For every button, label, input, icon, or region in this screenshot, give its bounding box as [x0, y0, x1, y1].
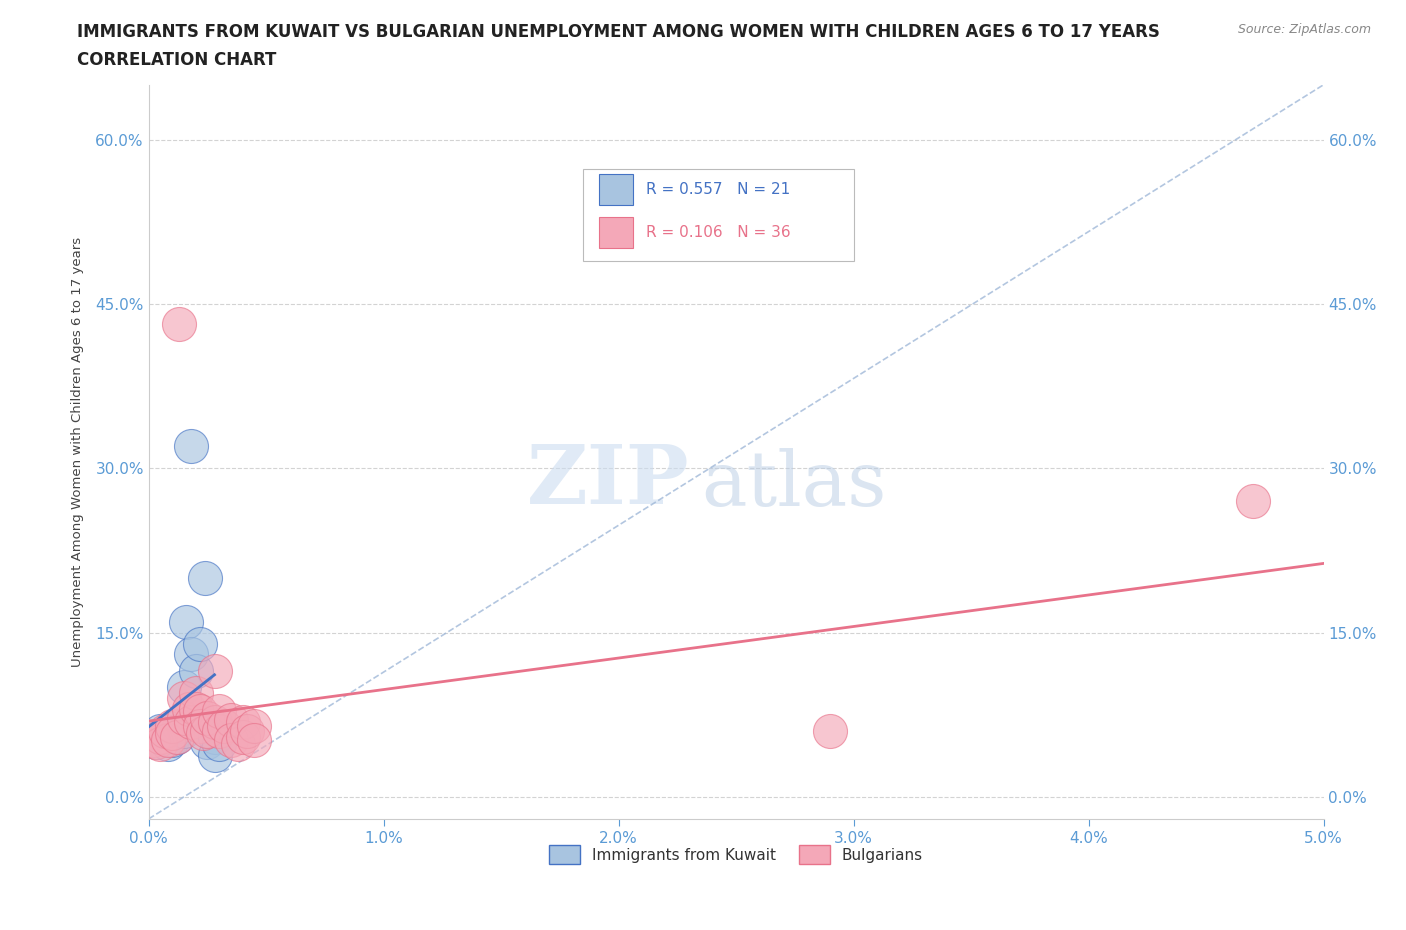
Text: CORRELATION CHART: CORRELATION CHART — [77, 51, 277, 69]
Point — [208, 724, 231, 738]
Legend: Immigrants from Kuwait, Bulgarians: Immigrants from Kuwait, Bulgarians — [543, 839, 929, 870]
Point — [153, 724, 176, 738]
Point — [190, 718, 212, 733]
Point — [184, 663, 207, 678]
Y-axis label: Unemployment Among Women with Children Ages 6 to 17 years: Unemployment Among Women with Children A… — [72, 237, 84, 667]
Text: IMMIGRANTS FROM KUWAIT VS BULGARIAN UNEMPLOYMENT AMONG WOMEN WITH CHILDREN AGES : IMMIGRANTS FROM KUWAIT VS BULGARIAN UNEM… — [77, 23, 1160, 41]
Point — [173, 724, 195, 738]
Point — [177, 702, 200, 717]
Point — [166, 729, 188, 744]
Point — [160, 726, 183, 741]
Point — [149, 737, 172, 751]
Point — [1241, 494, 1264, 509]
Point — [184, 685, 207, 700]
Point — [204, 748, 226, 763]
Point — [173, 680, 195, 695]
Point — [232, 715, 254, 730]
Point — [191, 726, 214, 741]
Point — [173, 711, 195, 725]
Point — [184, 702, 207, 717]
FancyBboxPatch shape — [599, 174, 633, 206]
Text: R = 0.106   N = 36: R = 0.106 N = 36 — [645, 225, 790, 240]
Point — [167, 316, 190, 331]
Point — [167, 718, 190, 733]
Point — [204, 715, 226, 730]
Point — [197, 711, 219, 725]
Point — [226, 737, 249, 751]
Point — [160, 718, 183, 733]
Point — [194, 570, 217, 585]
Text: atlas: atlas — [702, 448, 886, 522]
Point — [236, 724, 259, 738]
Point — [160, 726, 183, 741]
Point — [190, 704, 212, 719]
Point — [180, 439, 202, 454]
FancyBboxPatch shape — [599, 217, 633, 247]
Point — [149, 724, 172, 738]
Point — [219, 733, 242, 748]
Point — [208, 737, 231, 751]
Point — [156, 737, 179, 751]
Point — [818, 724, 841, 738]
Point — [160, 733, 183, 748]
Point — [153, 729, 176, 744]
Point — [180, 647, 202, 662]
Point — [232, 729, 254, 744]
Point — [243, 718, 266, 733]
Text: Source: ZipAtlas.com: Source: ZipAtlas.com — [1237, 23, 1371, 36]
Point — [149, 729, 172, 744]
Point — [204, 663, 226, 678]
Point — [145, 735, 167, 750]
Point — [243, 733, 266, 748]
Point — [212, 718, 235, 733]
Point — [180, 715, 202, 730]
Point — [197, 724, 219, 738]
Point — [173, 691, 195, 706]
FancyBboxPatch shape — [583, 169, 853, 261]
Point — [166, 729, 188, 744]
Point — [219, 712, 242, 727]
Point — [204, 729, 226, 744]
Point — [190, 636, 212, 651]
Point — [142, 733, 165, 748]
Point — [145, 735, 167, 750]
Point — [176, 614, 198, 629]
Text: ZIP: ZIP — [526, 441, 689, 521]
Point — [197, 735, 219, 750]
Point — [166, 724, 188, 738]
Point — [156, 733, 179, 748]
Point — [208, 704, 231, 719]
Text: R = 0.557   N = 21: R = 0.557 N = 21 — [645, 182, 790, 197]
